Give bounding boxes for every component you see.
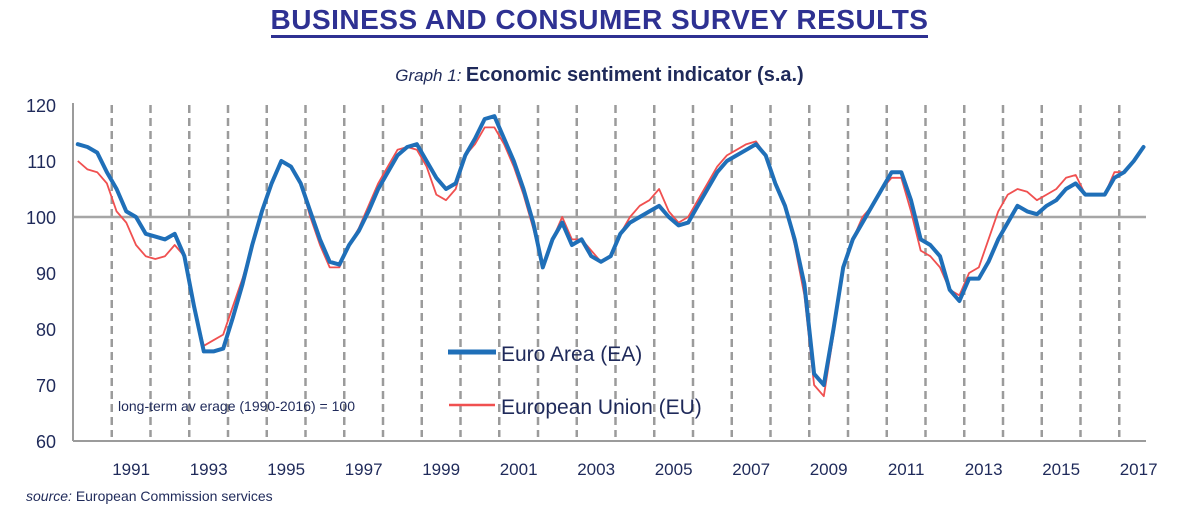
x-tick-label: 2017 (1120, 460, 1158, 479)
series-line-ea (75, 114, 1146, 387)
x-tick-label: 2007 (732, 460, 770, 479)
source-text: European Commission services (75, 488, 273, 504)
x-tick-label: 2009 (810, 460, 848, 479)
x-tick-label: 2013 (965, 460, 1003, 479)
x-tick-label: 1997 (345, 460, 383, 479)
page-title: BUSINESS AND CONSUMER SURVEY RESULTS (0, 4, 1199, 38)
x-tick-label: 2003 (577, 460, 615, 479)
x-tick-label: 1993 (190, 460, 228, 479)
x-tick-label: 1995 (267, 460, 305, 479)
x-tick-label: 2001 (500, 460, 538, 479)
year-gridlines (110, 105, 1121, 437)
y-tick-label: 120 (26, 96, 56, 116)
y-tick-label: 100 (26, 208, 56, 228)
chart-title: Graph 1: Economic sentiment indicator (s… (0, 64, 1199, 87)
y-tick-label: 60 (36, 432, 56, 452)
x-tick-label: 1991 (112, 460, 150, 479)
legend: Euro Area (EA) European Union (EU) (448, 343, 702, 419)
y-tick-label: 90 (36, 264, 56, 284)
legend-label-ea: Euro Area (EA) (501, 343, 642, 366)
y-axis-ticks: 60 70 80 90 100 110 120 (26, 96, 56, 452)
source-label: source: (26, 488, 72, 504)
legend-label-eu: European Union (EU) (501, 396, 702, 419)
x-tick-label: 2011 (888, 460, 925, 479)
source-note: source: European Commission services (26, 488, 273, 504)
graph-number: Graph 1: (395, 66, 462, 85)
x-tick-label: 2015 (1042, 460, 1080, 479)
x-axis-ticks: 1991 1993 1995 1997 1999 2001 2003 2005 2007 2009… (112, 460, 1157, 479)
long-term-average-annotation: long-term av erage (1990-2016) = 100 (118, 398, 355, 414)
y-tick-label: 80 (36, 320, 56, 340)
x-tick-label: 2005 (655, 460, 693, 479)
y-tick-label: 110 (27, 152, 56, 172)
y-tick-label: 70 (36, 376, 56, 396)
x-tick-label: 1999 (422, 460, 460, 479)
graph-name: Economic sentiment indicator (s.a.) (465, 64, 804, 86)
